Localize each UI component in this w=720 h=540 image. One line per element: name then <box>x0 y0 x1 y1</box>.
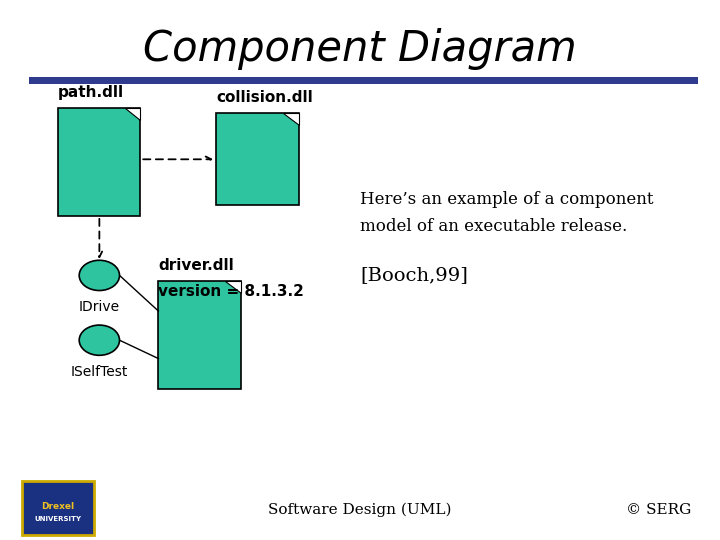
Circle shape <box>79 260 120 291</box>
Text: collision.dll: collision.dll <box>216 90 312 105</box>
Text: ISelfTest: ISelfTest <box>71 365 128 379</box>
Text: [Booch,99]: [Booch,99] <box>360 266 468 285</box>
Text: IDrive: IDrive <box>78 300 120 314</box>
Polygon shape <box>283 113 299 125</box>
Text: model of an executable release.: model of an executable release. <box>360 218 627 235</box>
Bar <box>216 113 299 205</box>
Bar <box>158 281 241 389</box>
Circle shape <box>79 325 120 355</box>
Text: Component Diagram: Component Diagram <box>143 28 577 70</box>
Bar <box>58 108 140 216</box>
Bar <box>22 481 94 535</box>
Text: Software Design (UML): Software Design (UML) <box>269 503 451 517</box>
Polygon shape <box>225 281 241 293</box>
Text: path.dll: path.dll <box>58 85 124 100</box>
Text: © SERG: © SERG <box>626 503 691 517</box>
Text: Drexel: Drexel <box>41 502 74 511</box>
Text: Here’s an example of a component: Here’s an example of a component <box>360 191 654 208</box>
Text: version = 8.1.3.2: version = 8.1.3.2 <box>158 284 305 299</box>
Text: driver.dll: driver.dll <box>158 258 234 273</box>
Text: UNIVERSITY: UNIVERSITY <box>34 516 81 523</box>
Polygon shape <box>125 108 140 120</box>
Bar <box>29 77 698 84</box>
